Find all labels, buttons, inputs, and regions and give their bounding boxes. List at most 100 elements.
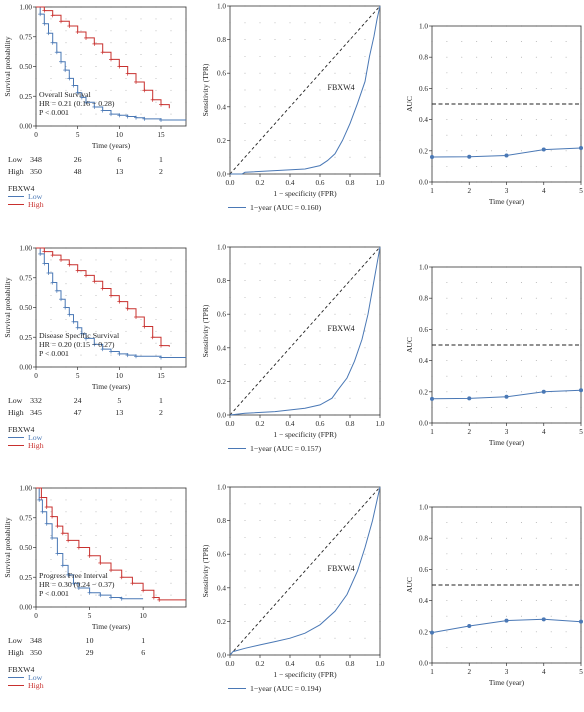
grid-dot [50, 113, 52, 115]
grid-dot [349, 347, 351, 349]
grid-dot [155, 511, 157, 513]
grid-dot [244, 72, 246, 74]
grid-dot [349, 637, 351, 639]
y-tick-label: 1.0 [217, 484, 226, 492]
grid-dot [364, 123, 366, 125]
grid-dot [80, 283, 82, 285]
y-tick-label: 1.0 [217, 244, 226, 252]
grid-dot [50, 354, 52, 356]
grid-dot [155, 547, 157, 548]
grid-dot [334, 570, 336, 572]
grid-dot [50, 330, 52, 332]
grid-dot [110, 101, 112, 103]
grid-dot [476, 103, 478, 105]
y-tick-label: 0.0 [419, 179, 428, 187]
grid-dot [259, 330, 261, 332]
grid-dot [491, 375, 493, 377]
grid-dot [110, 318, 112, 320]
grid-dot [65, 511, 67, 513]
y-tick-label: 0.25 [19, 334, 32, 342]
x-tick-label: 0.2 [256, 179, 265, 187]
grid-dot [535, 391, 537, 393]
km-annotation: Overall Survival [39, 90, 92, 99]
roc-plot-frame [229, 486, 381, 656]
grid-dot [349, 89, 351, 91]
grid-dot [80, 535, 82, 537]
y-axis-label: Sensitivity (TPR) [201, 544, 210, 597]
grid-dot [170, 30, 172, 32]
grid-dot [364, 553, 366, 555]
grid-dot [565, 406, 567, 408]
grid-dot [319, 296, 321, 298]
grid-dot [446, 134, 448, 136]
grid-dot [446, 297, 448, 299]
grid-dot [50, 307, 52, 308]
y-tick-label: 0.50 [19, 63, 32, 71]
grid-dot [155, 77, 157, 79]
risk-table-row-label: High [8, 408, 24, 417]
grid-dot [289, 156, 291, 158]
grid-dot [506, 297, 507, 299]
grid-dot [461, 553, 463, 555]
grid-dot [550, 313, 552, 315]
grid-dot [259, 347, 261, 349]
grid-dot [535, 72, 537, 74]
grid-dot [506, 553, 507, 555]
grid-dot [155, 535, 157, 537]
grid-dot [461, 328, 463, 330]
grid-dot [244, 570, 246, 572]
grid-dot [349, 520, 351, 522]
grid-dot [140, 66, 142, 67]
grid-dot [110, 558, 112, 560]
grid-dot [535, 134, 537, 136]
grid-dot [304, 72, 306, 74]
y-tick-label: 0.6 [419, 85, 428, 93]
grid-dot [170, 295, 172, 297]
grid-dot [520, 41, 522, 43]
grid-dot [155, 582, 157, 584]
grid-dot [110, 499, 112, 501]
grid-dot [289, 263, 291, 265]
grid-dot [364, 280, 366, 282]
grid-dot [274, 89, 276, 91]
grid-dot [65, 558, 67, 560]
grid-dot [565, 56, 567, 58]
grid-dot [446, 72, 448, 74]
grid-dot [170, 66, 172, 67]
x-tick-label: 2 [467, 187, 471, 195]
grid-dot [170, 582, 172, 584]
x-tick-label: 3 [505, 668, 509, 676]
grid-dot [95, 523, 97, 525]
grid-dot [349, 313, 351, 315]
grid-dot [446, 328, 448, 330]
grid-dot [155, 307, 157, 308]
grid-dot [125, 77, 127, 79]
grid-dot [304, 123, 306, 125]
y-axis-label: AUC [405, 96, 414, 112]
diagonal-reference [229, 5, 381, 175]
grid-dot [364, 55, 366, 57]
risk-table-value: 1 [159, 155, 163, 164]
risk-table-value: 6 [141, 648, 145, 657]
x-tick-label: 0.6 [316, 660, 325, 668]
grid-dot [259, 637, 261, 639]
grid-dot [491, 391, 493, 393]
grid-dot [520, 328, 522, 330]
grid-dot [95, 30, 97, 32]
grid-dot [274, 520, 276, 522]
y-tick-label: 1.0 [419, 264, 428, 272]
x-axis-label: 1 − specificity (FPR) [273, 430, 337, 439]
grid-dot [334, 347, 336, 349]
grid-dot [140, 54, 142, 56]
grid-dot [274, 72, 276, 74]
km-annotation: P < 0.001 [39, 108, 69, 117]
grid-dot [461, 360, 463, 362]
grid-dot [476, 282, 478, 284]
grid-dot [461, 134, 463, 136]
grid-dot [65, 30, 67, 32]
grid-dot [259, 364, 261, 366]
grid-dot [334, 503, 336, 505]
grid-dot [535, 646, 537, 648]
legend-item: High [28, 441, 44, 450]
auc-point [579, 145, 583, 150]
